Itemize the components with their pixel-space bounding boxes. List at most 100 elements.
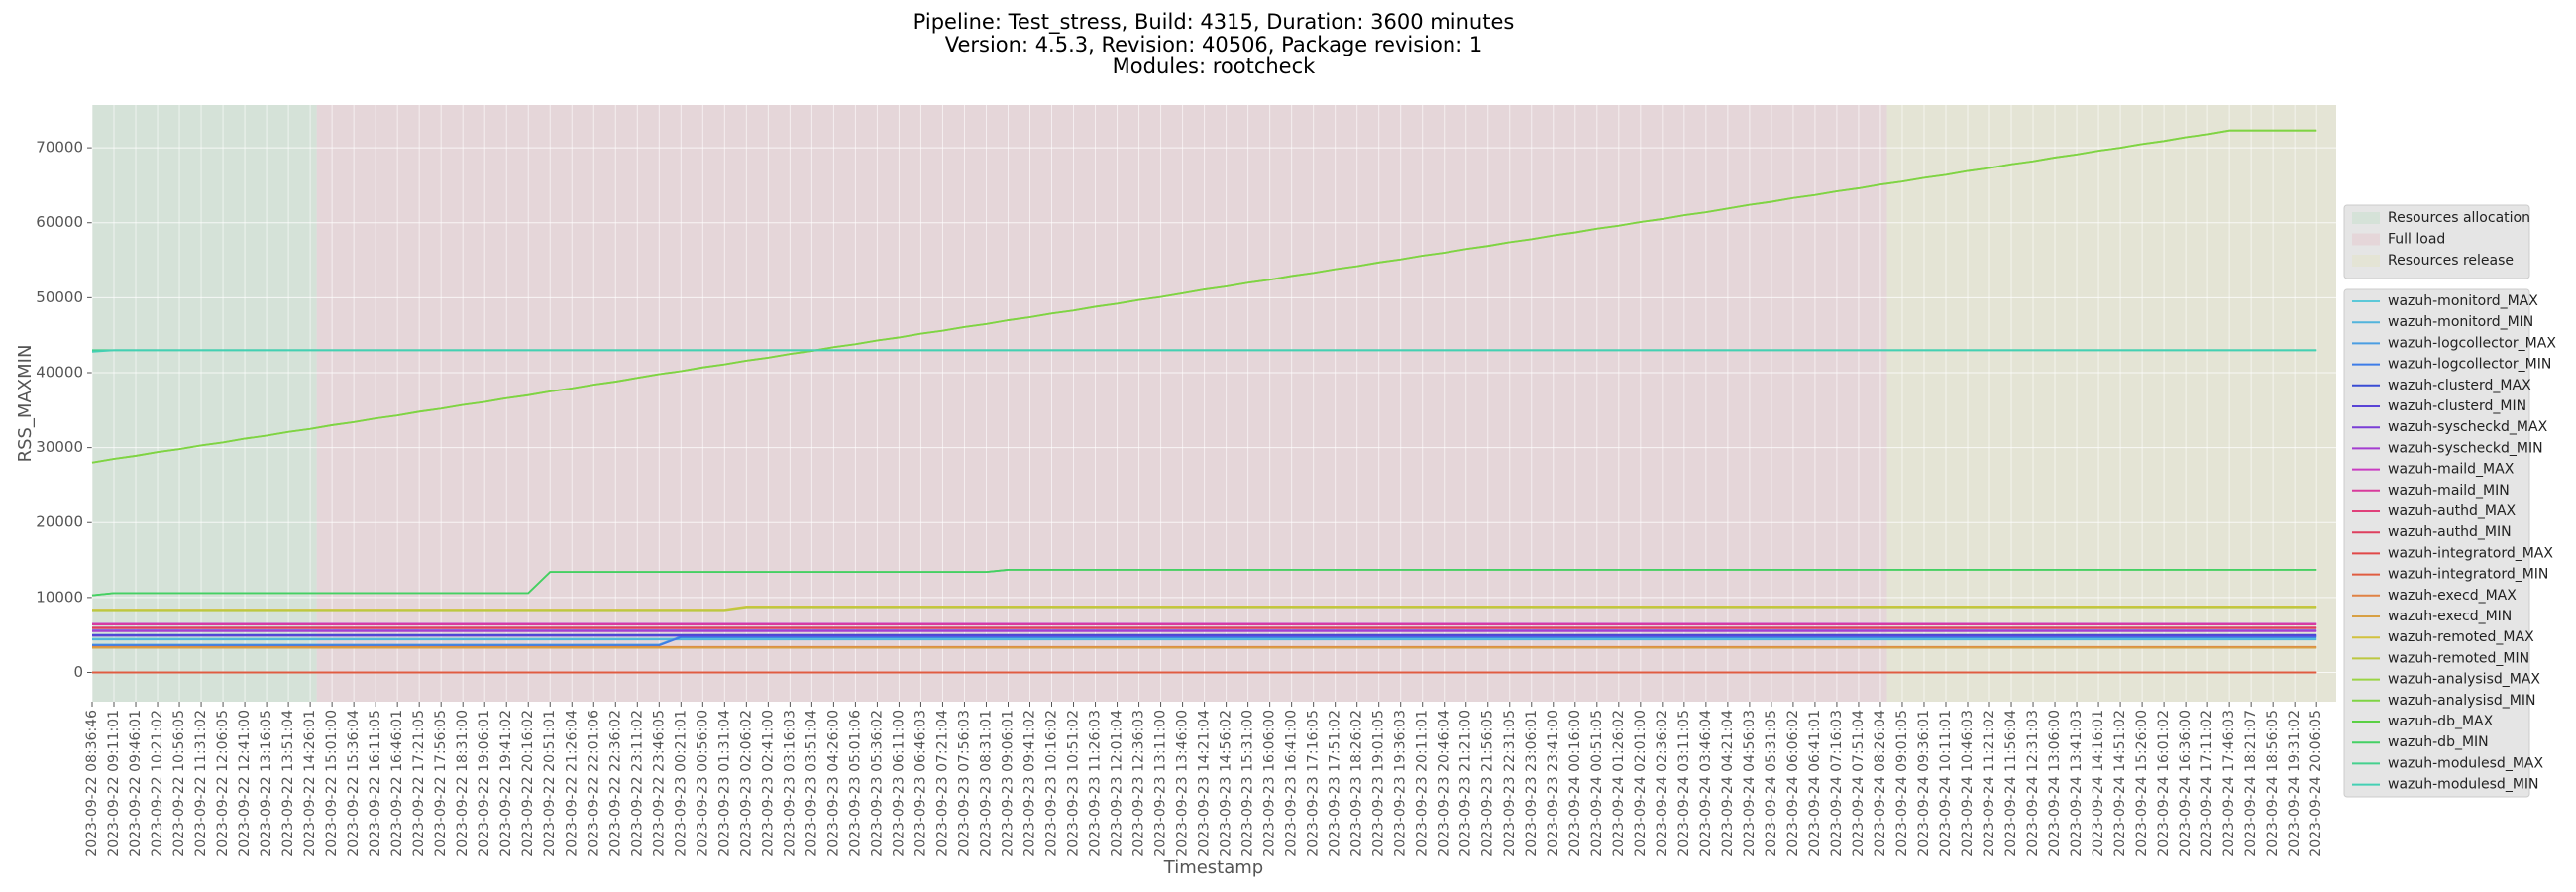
x-tick-label: 2023-09-24 10:11:01: [1938, 710, 1954, 857]
x-tick-label: 2023-09-24 00:16:00: [1567, 710, 1583, 857]
chart-subtitle: Modules: rootcheck: [1113, 55, 1316, 78]
x-tick-label: 2023-09-23 12:01:04: [1110, 710, 1126, 857]
x-tick-label: 2023-09-22 14:26:01: [302, 710, 318, 857]
legend-label: wazuh-db_MAX: [2388, 714, 2494, 729]
legend-label: wazuh-maild_MAX: [2388, 462, 2515, 478]
x-tick-label: 2023-09-22 17:21:05: [411, 710, 427, 857]
legend-label: wazuh-logcollector_MAX: [2388, 335, 2556, 351]
x-tick-label: 2023-09-24 09:01:05: [1894, 710, 1910, 857]
x-tick-label: 2023-09-22 13:16:05: [259, 710, 274, 857]
x-tick-label: 2023-09-22 19:41:02: [498, 710, 514, 857]
x-tick-label: 2023-09-23 16:41:00: [1284, 710, 1300, 857]
x-tick-label: 2023-09-24 17:11:02: [2200, 710, 2215, 857]
x-tick-label: 2023-09-23 14:56:02: [1219, 710, 1234, 857]
x-tick-label: 2023-09-24 16:36:00: [2178, 710, 2194, 857]
legend-label: wazuh-remoted_MIN: [2388, 650, 2529, 666]
x-tick-label: 2023-09-24 02:36:02: [1655, 710, 1670, 857]
y-tick-label: 20000: [36, 513, 83, 531]
x-tick-label: 2023-09-23 19:36:03: [1393, 710, 1409, 857]
x-tick-label: 2023-09-23 01:31:04: [716, 710, 732, 857]
x-tick-label: 2023-09-22 16:46:01: [389, 710, 405, 857]
x-tick-label: 2023-09-24 09:36:01: [1916, 710, 1932, 857]
x-tick-label: 2023-09-23 13:11:00: [1153, 710, 1169, 857]
legend-box: [2343, 204, 2530, 279]
legend-label: wazuh-db_MIN: [2388, 734, 2489, 750]
legend-label: wazuh-execd_MAX: [2388, 588, 2517, 604]
x-tick-label: 2023-09-22 10:56:05: [171, 710, 187, 857]
y-tick-label: 70000: [36, 139, 83, 157]
x-tick-label: 2023-09-23 05:01:06: [847, 710, 863, 857]
x-tick-label: 2023-09-24 06:41:01: [1807, 710, 1823, 857]
x-tick-label: 2023-09-24 18:21:07: [2243, 710, 2259, 857]
x-tick-label: 2023-09-23 23:06:01: [1524, 710, 1540, 857]
legend-label: Full load: [2388, 232, 2445, 248]
x-tick-label: 2023-09-22 22:01:06: [586, 710, 601, 857]
x-tick-label: 2023-09-23 15:31:00: [1240, 710, 1256, 857]
x-tick-label: 2023-09-24 15:26:00: [2134, 710, 2150, 857]
legend-label: wazuh-authd_MAX: [2388, 503, 2517, 519]
x-tick-label: 2023-09-24 01:26:02: [1611, 710, 1627, 857]
x-tick-label: 2023-09-24 04:56:03: [1742, 710, 1758, 857]
legend-label: wazuh-syscheckd_MIN: [2388, 440, 2543, 456]
x-tick-label: 2023-09-22 16:11:05: [368, 710, 383, 857]
x-tick-label: 2023-09-22 17:56:05: [433, 710, 449, 857]
x-tick-label: 2023-09-23 20:46:04: [1437, 710, 1452, 857]
legend-label: wazuh-integratord_MAX: [2388, 545, 2553, 561]
x-tick-label: 2023-09-24 06:06:02: [1785, 710, 1801, 857]
x-tick-label: 2023-09-22 08:36:46: [84, 710, 100, 857]
x-tick-label: 2023-09-23 22:31:05: [1502, 710, 1518, 857]
x-tick-label: 2023-09-23 11:26:03: [1088, 710, 1104, 857]
x-tick-label: 2023-09-22 15:36:04: [346, 710, 362, 857]
x-tick-label: 2023-09-23 21:21:00: [1458, 710, 1474, 857]
x-tick-label: 2023-09-24 18:56:05: [2265, 710, 2281, 857]
x-tick-label: 2023-09-24 11:56:04: [2003, 710, 2019, 857]
x-tick-label: 2023-09-23 10:51:02: [1066, 710, 1082, 857]
series-line: [91, 129, 2317, 464]
x-tick-label: 2023-09-24 13:41:03: [2069, 710, 2085, 857]
legend-label: wazuh-analysisd_MAX: [2388, 672, 2540, 688]
series-line: [91, 349, 2317, 353]
x-tick-label: 2023-09-23 20:11:01: [1415, 710, 1431, 857]
x-tick-label: 2023-09-23 04:26:00: [825, 710, 841, 857]
x-tick-label: 2023-09-22 10:21:02: [150, 710, 165, 857]
legend-label: wazuh-execd_MIN: [2388, 609, 2512, 624]
x-tick-label: 2023-09-23 14:21:04: [1197, 710, 1213, 857]
x-tick-label: 2023-09-22 23:46:05: [651, 710, 667, 857]
x-axis-label: Timestamp: [1163, 857, 1263, 878]
x-tick-label: 2023-09-22 20:51:01: [542, 710, 558, 857]
x-tick-label: 2023-09-22 12:41:00: [237, 710, 253, 857]
x-tick-label: 2023-09-24 04:21:04: [1720, 710, 1736, 857]
x-tick-label: 2023-09-24 11:21:02: [1982, 710, 1997, 857]
phase-band: [316, 105, 1887, 702]
x-tick-label: 2023-09-24 17:46:03: [2221, 710, 2237, 857]
legend-label: wazuh-analysisd_MIN: [2388, 693, 2535, 709]
x-tick-label: 2023-09-22 20:16:02: [520, 710, 536, 857]
x-tick-label: 2023-09-23 19:01:05: [1371, 710, 1387, 857]
x-tick-label: 2023-09-22 09:46:01: [128, 710, 144, 857]
x-tick-label: 2023-09-24 05:31:05: [1764, 710, 1779, 857]
x-tick-label: 2023-09-23 17:16:05: [1306, 710, 1322, 857]
legend-label: wazuh-modulesd_MAX: [2388, 755, 2543, 771]
legend-label: Resources release: [2388, 253, 2514, 269]
legend-label: wazuh-remoted_MAX: [2388, 629, 2534, 645]
x-tick-label: 2023-09-24 12:31:03: [2025, 710, 2041, 857]
y-tick-label: 40000: [36, 363, 83, 381]
x-tick-label: 2023-09-23 02:41:00: [760, 710, 776, 857]
y-axis-label: RSS_MAXMIN: [15, 345, 36, 463]
y-tick-label: 50000: [36, 288, 83, 306]
x-tick-label: 2023-09-23 13:46:00: [1175, 710, 1191, 857]
y-tick-label: 60000: [36, 213, 83, 231]
legend-label: wazuh-clusterd_MAX: [2388, 378, 2531, 393]
x-tick-label: 2023-09-24 07:16:03: [1829, 710, 1845, 857]
x-tick-label: 2023-09-22 13:51:04: [280, 710, 296, 857]
x-tick-label: 2023-09-24 20:06:05: [2308, 710, 2324, 857]
legend-box: [2343, 288, 2530, 798]
x-tick-label: 2023-09-23 16:06:00: [1262, 710, 1278, 857]
legend-label: wazuh-modulesd_MIN: [2388, 777, 2539, 793]
legend-label: wazuh-syscheckd_MAX: [2388, 419, 2548, 435]
x-tick-label: 2023-09-23 12:36:03: [1131, 710, 1147, 857]
x-tick-label: 2023-09-23 08:31:01: [978, 710, 994, 857]
legend-label: wazuh-logcollector_MIN: [2388, 357, 2551, 373]
legend-label: Resources allocation: [2388, 210, 2530, 226]
x-tick-label: 2023-09-23 17:51:02: [1328, 710, 1343, 857]
